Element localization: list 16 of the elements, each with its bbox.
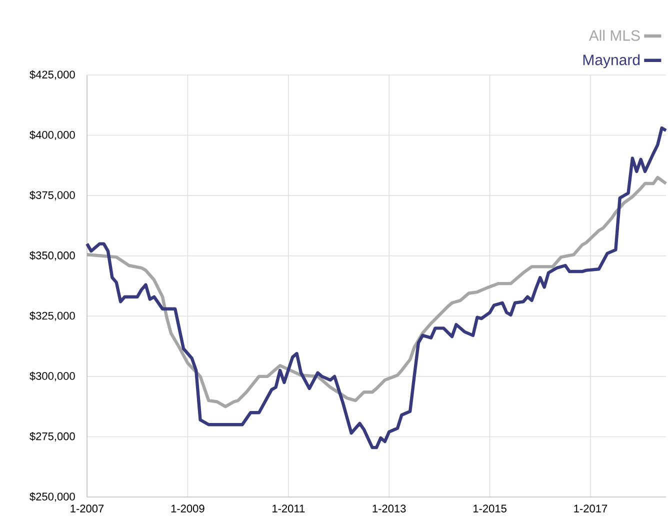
x-tick-label: 1-2017 (574, 504, 608, 512)
y-tick-label: $350,000 (30, 251, 75, 261)
y-tick-label: $425,000 (30, 70, 75, 80)
x-tick-label: 1-2011 (272, 504, 305, 512)
y-tick-label: $325,000 (30, 311, 75, 321)
y-tick-label: $250,000 (30, 492, 75, 502)
legend-label: Maynard (583, 54, 640, 68)
x-tick-label: 1-2013 (372, 504, 406, 512)
x-tick-label: 1-2015 (473, 504, 506, 512)
x-tick-label: 1-2009 (171, 504, 204, 512)
y-tick-label: $275,000 (30, 432, 75, 442)
y-tick-label: $300,000 (30, 372, 75, 382)
x-tick-label: 1-2007 (70, 504, 104, 512)
legend-label: All MLS (588, 30, 640, 41)
y-tick-label: $400,000 (30, 130, 75, 140)
y-tick-label: $375,000 (30, 190, 75, 200)
